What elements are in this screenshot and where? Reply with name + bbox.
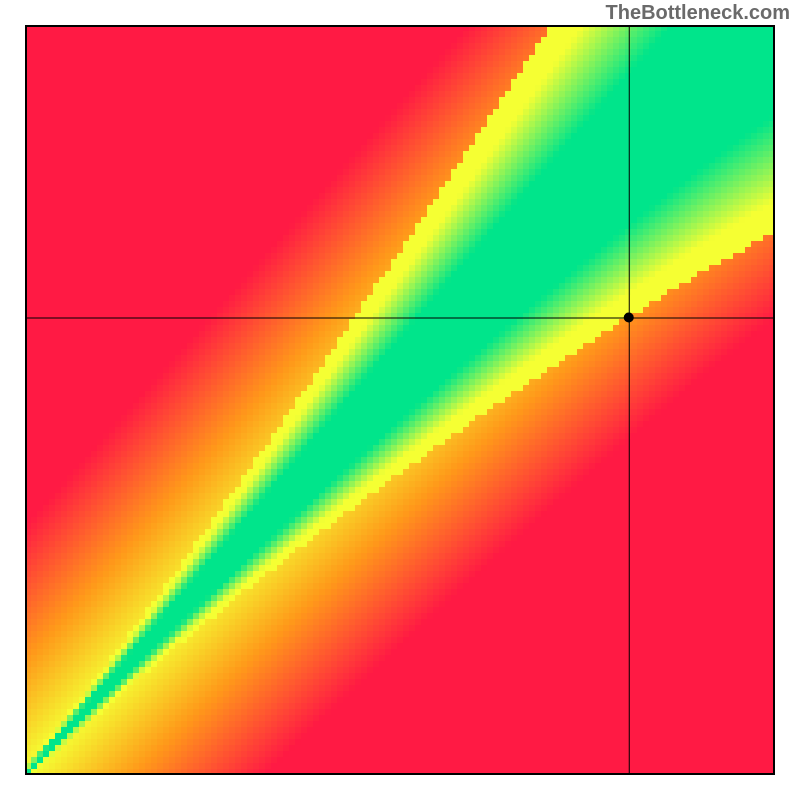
bottleneck-heatmap bbox=[25, 25, 775, 775]
watermark-text: TheBottleneck.com bbox=[606, 2, 790, 25]
